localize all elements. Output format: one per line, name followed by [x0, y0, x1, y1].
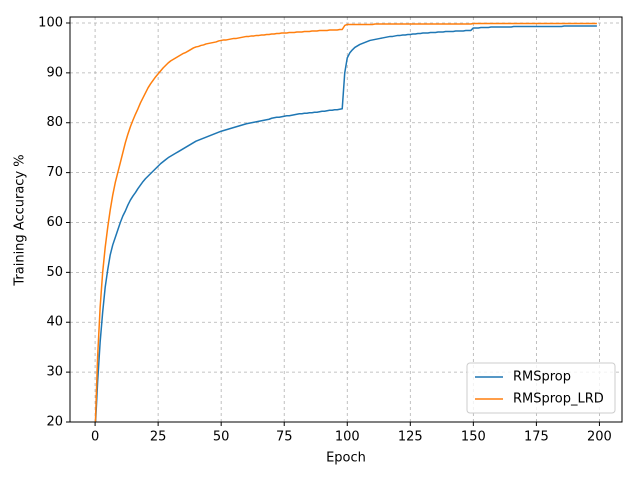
y-tick-label: 60 — [46, 215, 63, 230]
x-tick-label: 0 — [91, 430, 99, 445]
axes-frame — [69, 16, 623, 423]
series-line — [94, 25, 597, 422]
x-tick-label: 75 — [276, 430, 293, 445]
y-tick-label: 20 — [46, 415, 63, 430]
grid — [70, 17, 622, 423]
y-tick-label: 30 — [46, 365, 63, 380]
x-tick-label: 25 — [150, 430, 167, 445]
legend: RMSprop RMSprop_LRD — [466, 362, 616, 414]
x-tick-label: 50 — [213, 430, 230, 445]
series-line — [94, 22, 597, 422]
x-tick-label: 100 — [335, 430, 360, 445]
x-tick-label: 125 — [398, 430, 423, 445]
legend-label: RMSprop_LRD — [513, 392, 604, 407]
x-tick-label: 175 — [524, 430, 549, 445]
y-tick-label: 100 — [38, 15, 63, 30]
legend-box — [466, 362, 616, 414]
y-axis-label: Training Accuracy % — [13, 154, 28, 286]
y-tick-label: 40 — [46, 315, 63, 330]
x-axis-label: Epoch — [326, 451, 366, 466]
plot-area — [94, 22, 597, 422]
x-tick-label: 200 — [587, 430, 612, 445]
y-tick-label: 50 — [46, 265, 63, 280]
x-tick-label: 150 — [461, 430, 486, 445]
y-tick-label: 70 — [46, 165, 63, 180]
y-tick-label: 90 — [46, 65, 63, 80]
y-tick-label: 80 — [46, 115, 63, 130]
legend-label: RMSprop — [513, 370, 571, 385]
